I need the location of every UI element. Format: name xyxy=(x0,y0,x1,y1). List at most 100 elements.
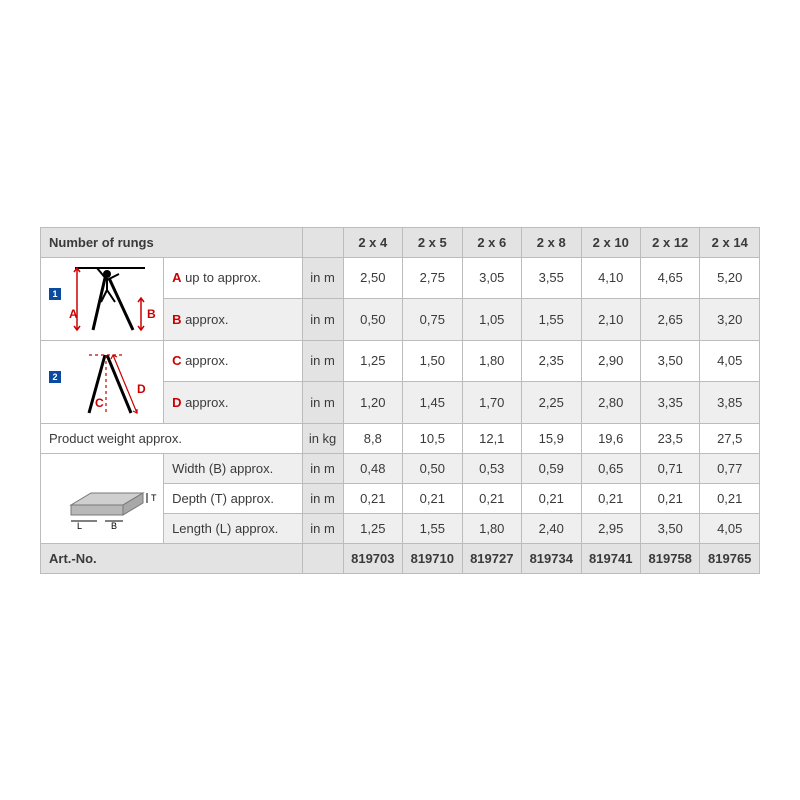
B-4: 2,10 xyxy=(581,299,640,341)
row-A: 1 A xyxy=(41,257,760,299)
PT-4: 0,21 xyxy=(581,483,640,513)
col-0: 2 x 4 xyxy=(343,227,402,257)
label-B: B approx. xyxy=(164,299,302,341)
W-2: 12,1 xyxy=(462,423,521,453)
PL-6: 4,05 xyxy=(700,513,760,543)
D-1: 1,45 xyxy=(403,382,462,424)
D-0: 1,20 xyxy=(343,382,402,424)
A-2: 3,05 xyxy=(462,257,521,299)
PL-4: 2,95 xyxy=(581,513,640,543)
row-weight: Product weight approx. in kg 8,8 10,5 12… xyxy=(41,423,760,453)
AN-2: 819727 xyxy=(462,543,521,573)
PL-2: 1,80 xyxy=(462,513,521,543)
D-3: 2,25 xyxy=(522,382,581,424)
W-4: 19,6 xyxy=(581,423,640,453)
label-artno: Art.-No. xyxy=(41,543,303,573)
C-0: 1,25 xyxy=(343,340,402,382)
W-3: 15,9 xyxy=(522,423,581,453)
B-2: 1,05 xyxy=(462,299,521,341)
label-pack-T: Depth (T) approx. xyxy=(164,483,302,513)
col-2: 2 x 6 xyxy=(462,227,521,257)
AN-1: 819710 xyxy=(403,543,462,573)
label-D: D approx. xyxy=(164,382,302,424)
AN-5: 819758 xyxy=(640,543,699,573)
PT-1: 0,21 xyxy=(403,483,462,513)
label-pack-L: Length (L) approx. xyxy=(164,513,302,543)
svg-text:T: T xyxy=(151,493,157,503)
svg-text:L: L xyxy=(77,521,82,531)
B-5: 2,65 xyxy=(640,299,699,341)
unit-D: in m xyxy=(302,382,343,424)
AN-4: 819741 xyxy=(581,543,640,573)
C-5: 3,50 xyxy=(640,340,699,382)
row-pack-B: T L B Width (B) approx. in m 0,48 0,50 0… xyxy=(41,453,760,483)
A-5: 4,65 xyxy=(640,257,699,299)
unit-B: in m xyxy=(302,299,343,341)
row-C: 2 C D C approx. in m 1,25 1,50 1,80 2,35… xyxy=(41,340,760,382)
PB-0: 0,48 xyxy=(343,453,402,483)
col-1: 2 x 5 xyxy=(403,227,462,257)
A-0: 2,50 xyxy=(343,257,402,299)
B-1: 0,75 xyxy=(403,299,462,341)
spec-table-container: Number of rungs 2 x 4 2 x 5 2 x 6 2 x 8 … xyxy=(40,227,760,574)
AN-0: 819703 xyxy=(343,543,402,573)
D-2: 1,70 xyxy=(462,382,521,424)
col-6: 2 x 14 xyxy=(700,227,760,257)
A-4: 4,10 xyxy=(581,257,640,299)
PT-6: 0,21 xyxy=(700,483,760,513)
header-title: Number of rungs xyxy=(41,227,303,257)
label-C: C approx. xyxy=(164,340,302,382)
B-0: 0,50 xyxy=(343,299,402,341)
label-weight: Product weight approx. xyxy=(41,423,303,453)
A-6: 5,20 xyxy=(700,257,760,299)
B-6: 3,20 xyxy=(700,299,760,341)
B-3: 1,55 xyxy=(522,299,581,341)
header-row: Number of rungs 2 x 4 2 x 5 2 x 6 2 x 8 … xyxy=(41,227,760,257)
artno-blank xyxy=(302,543,343,573)
A-1: 2,75 xyxy=(403,257,462,299)
W-0: 8,8 xyxy=(343,423,402,453)
PB-2: 0,53 xyxy=(462,453,521,483)
PL-1: 1,55 xyxy=(403,513,462,543)
C-4: 2,90 xyxy=(581,340,640,382)
svg-text:A: A xyxy=(69,307,78,321)
header-unit-blank xyxy=(302,227,343,257)
diagram-2: 2 C D xyxy=(41,340,164,423)
D-5: 3,35 xyxy=(640,382,699,424)
C-6: 4,05 xyxy=(700,340,760,382)
diagram-1: 1 A xyxy=(41,257,164,340)
svg-text:1: 1 xyxy=(53,289,58,299)
ladder-reach-icon: 1 A xyxy=(47,260,157,338)
PB-5: 0,71 xyxy=(640,453,699,483)
PT-5: 0,21 xyxy=(640,483,699,513)
label-pack-B: Width (B) approx. xyxy=(164,453,302,483)
PT-2: 0,21 xyxy=(462,483,521,513)
W-1: 10,5 xyxy=(403,423,462,453)
PL-0: 1,25 xyxy=(343,513,402,543)
svg-text:2: 2 xyxy=(53,372,58,382)
C-2: 1,80 xyxy=(462,340,521,382)
package-dim-icon: T L B xyxy=(47,463,157,533)
svg-text:D: D xyxy=(137,382,146,396)
label-A: A up to approx. xyxy=(164,257,302,299)
svg-text:C: C xyxy=(95,396,104,410)
PL-3: 2,40 xyxy=(522,513,581,543)
AN-3: 819734 xyxy=(522,543,581,573)
W-6: 27,5 xyxy=(700,423,760,453)
PB-6: 0,77 xyxy=(700,453,760,483)
ladder-dim-icon: 2 C D xyxy=(47,343,157,421)
A-3: 3,55 xyxy=(522,257,581,299)
svg-text:B: B xyxy=(111,521,117,531)
D-6: 3,85 xyxy=(700,382,760,424)
spec-table: Number of rungs 2 x 4 2 x 5 2 x 6 2 x 8 … xyxy=(40,227,760,574)
PB-4: 0,65 xyxy=(581,453,640,483)
unit-pack-L: in m xyxy=(302,513,343,543)
unit-pack-B: in m xyxy=(302,453,343,483)
PB-1: 0,50 xyxy=(403,453,462,483)
PT-3: 0,21 xyxy=(522,483,581,513)
C-3: 2,35 xyxy=(522,340,581,382)
PL-5: 3,50 xyxy=(640,513,699,543)
PT-0: 0,21 xyxy=(343,483,402,513)
AN-6: 819765 xyxy=(700,543,760,573)
unit-A: in m xyxy=(302,257,343,299)
